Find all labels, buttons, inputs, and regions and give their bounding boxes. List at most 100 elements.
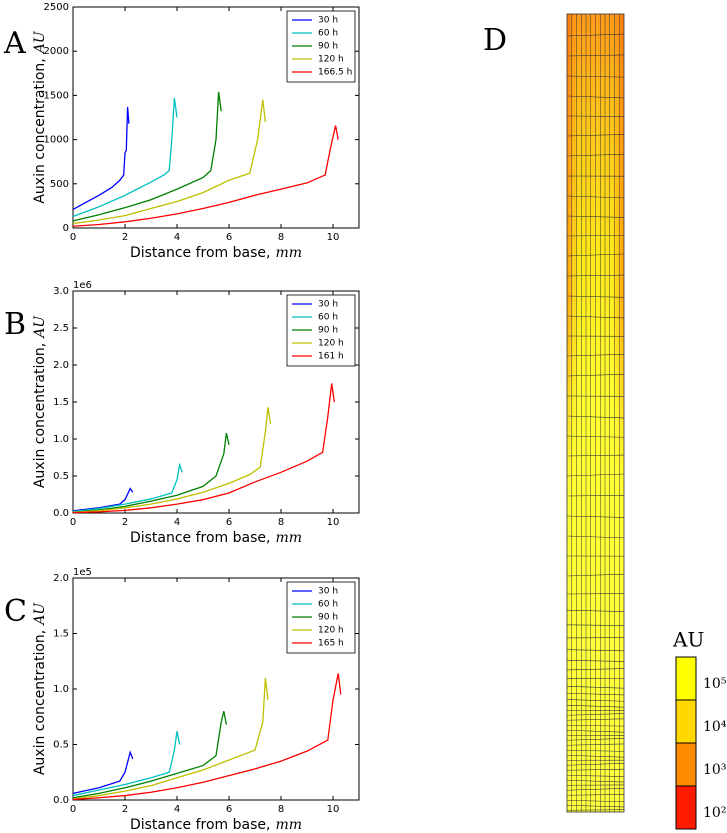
x-axis-label-unit: mm	[275, 530, 302, 546]
colorbar-segment	[675, 785, 697, 830]
y-tick-label: 500	[50, 179, 69, 190]
y-tick-label: 2000	[44, 46, 69, 57]
cell-wall	[566, 718, 625, 721]
y-axis-label-text: Auxin concentration,	[32, 630, 48, 775]
column-outline	[566, 13, 625, 813]
tissue-column	[566, 13, 625, 813]
colorbar: 10⁵ 10⁴ 10³ 10²	[675, 656, 727, 830]
x-axis-label-text: Distance from base,	[130, 817, 271, 833]
panel-label: C	[4, 594, 27, 629]
x-tick-label: 2	[122, 232, 128, 243]
cell-wall	[566, 134, 625, 137]
cell-wall	[566, 729, 625, 733]
colorbar-segment	[675, 699, 697, 744]
data-line	[72, 487, 134, 512]
cell-wall	[566, 768, 625, 771]
legend-label: 60 h	[318, 313, 338, 323]
cell-wall	[566, 515, 625, 518]
cell-wall	[566, 763, 625, 766]
data-line	[72, 106, 130, 211]
x-tick-label: 8	[278, 517, 284, 528]
cell-wall	[566, 494, 625, 497]
x-axis-label: Distance from base, mm	[130, 245, 302, 261]
data-line	[72, 97, 178, 218]
legend-label: 30 h	[318, 587, 338, 597]
cell-wall	[566, 724, 625, 727]
legend-box	[286, 581, 356, 654]
data-line	[72, 750, 134, 794]
cell-wall	[566, 253, 625, 257]
legend-label: 120 h	[318, 626, 344, 636]
x-axis-label: Distance from base, mm	[130, 530, 302, 546]
x-tick-label: 6	[226, 232, 232, 243]
legend-label: 161 h	[318, 352, 344, 362]
x-tick-label: 8	[278, 804, 284, 815]
x-tick-label: 0	[70, 804, 76, 815]
cell-wall	[566, 779, 625, 783]
x-tick-label: 4	[174, 232, 180, 243]
x-tick-label: 2	[122, 804, 128, 815]
cell-wall	[566, 295, 625, 298]
x-tick-label: 10	[327, 517, 340, 528]
data-line	[72, 383, 335, 514]
cell-wall	[566, 685, 625, 689]
cell-wall	[566, 95, 625, 99]
panel-label: B	[4, 307, 26, 342]
y-axis-label: Auxin concentration, AU	[32, 30, 48, 203]
y-tick-label: 1000	[44, 135, 69, 146]
cell-wall	[566, 274, 625, 277]
cell-wall	[566, 473, 625, 477]
cell-wall	[566, 809, 625, 811]
cell-wall	[566, 624, 625, 626]
legend-label: 60 h	[318, 600, 338, 610]
y-tick-label: 2.5	[53, 323, 69, 334]
cell-wall	[566, 738, 625, 741]
x-tick-label: 2	[122, 517, 128, 528]
colorbar-label: 10²	[703, 805, 726, 821]
x-axis-label: Distance from base, mm	[130, 817, 302, 833]
x-tick-label: 6	[226, 804, 232, 815]
cell-wall	[566, 704, 625, 708]
colorbar-segment	[675, 656, 697, 701]
x-axis-label-unit: mm	[275, 817, 302, 833]
cell-wall	[566, 699, 625, 702]
x-tick-label: 4	[174, 517, 180, 528]
y-tick-label: 1500	[44, 90, 69, 101]
y-tick-label: 1.0	[53, 684, 69, 695]
y-axis-label: Auxin concentration, AU	[32, 315, 48, 488]
colorbar-title: AU	[672, 628, 704, 652]
colorbar-label: 10⁴	[703, 719, 727, 735]
cell-wall	[566, 774, 625, 777]
y-tick-label: 2.0	[53, 360, 69, 371]
legend-label: 90 h	[318, 42, 338, 52]
legend-label: 30 h	[318, 16, 338, 26]
x-axis-label-text: Distance from base,	[130, 245, 271, 261]
y-tick-label: 2.0	[53, 573, 69, 584]
y-tick-label: 1.5	[53, 629, 69, 640]
y-tick-label: 0.0	[53, 508, 69, 519]
data-line	[72, 91, 222, 222]
x-tick-label: 4	[174, 804, 180, 815]
cell-wall	[566, 649, 625, 652]
legend-label: 120 h	[318, 339, 344, 349]
legend-label: 166.5 h	[318, 68, 352, 78]
y-tick-label: 0.0	[53, 795, 69, 806]
legend-label: 90 h	[318, 613, 338, 623]
cell-wall	[566, 660, 625, 662]
legend-label: 120 h	[318, 55, 344, 65]
y-axis-label-unit: AU	[32, 602, 48, 627]
legend-label: 60 h	[318, 29, 338, 39]
data-line	[72, 731, 181, 797]
y-axis-label-unit: AU	[32, 30, 48, 55]
y-axis-label-text: Auxin concentration,	[32, 58, 48, 203]
y-tick-label: 2500	[44, 2, 69, 13]
data-line	[72, 711, 228, 799]
x-tick-label: 0	[70, 517, 76, 528]
legend-label: 90 h	[318, 326, 338, 336]
colorbar-segment	[675, 742, 697, 787]
cell-wall	[566, 33, 625, 37]
y-axis-label-unit: AU	[32, 315, 48, 340]
x-tick-label: 0	[70, 232, 76, 243]
cell-wall	[566, 804, 625, 808]
